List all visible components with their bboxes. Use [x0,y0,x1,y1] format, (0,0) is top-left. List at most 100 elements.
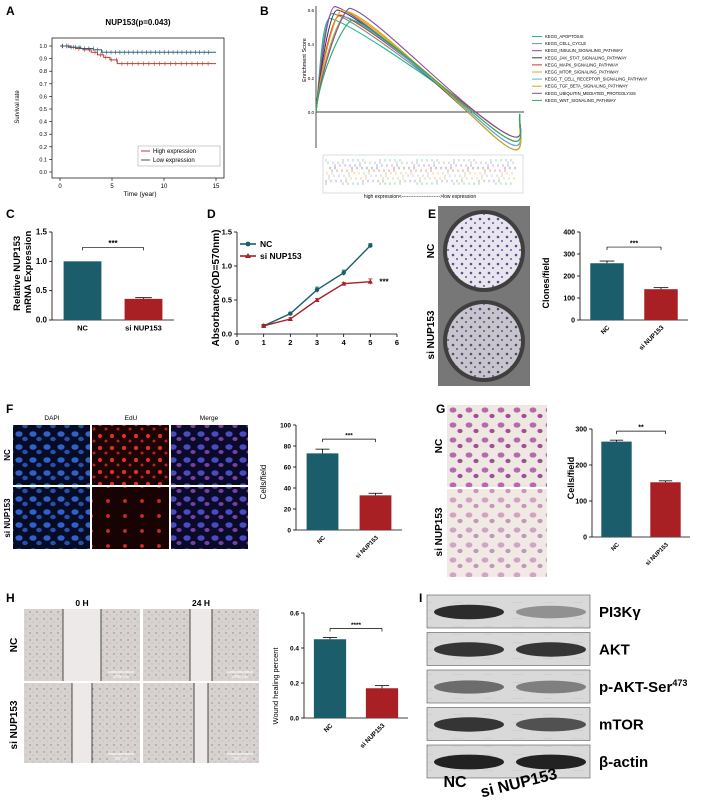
edu-ylabel: Cells/field [259,465,268,500]
gsea-tick-label: 0.4 [308,42,315,47]
y-tick-label: 0.9 [39,57,47,63]
blot-protein-label: β-actin [599,754,648,771]
y-tick-label: 0.0 [222,330,232,339]
wound-row-label-nc: NC [9,638,20,652]
bar-si-nup153 [359,495,392,530]
x-tick-label: NC [323,722,335,734]
panel-f-letter: F [6,402,13,416]
gsea-curve-kegg-mapk-signaling-pathway [315,14,522,138]
y-tick-label: 40 [284,486,292,493]
blot-band [434,680,504,694]
x-tick-label: si NUP153 [355,535,380,560]
edu-row-label-si: si NUP153 [3,498,12,538]
bar-nc [306,453,339,530]
transwell-image-nc [447,405,547,487]
significance-label: *** [108,239,118,248]
bar-nc [601,441,632,537]
panel-d-mtt-line-chart: D Absorbance(OD=570nm) 0.0 0.5 1.0 1.5 0 1 2 3 4… [207,207,399,347]
gsea-ylabel: Enrichment Score [302,38,308,82]
gsea-legend-label: KEGG_T_CELL_RECEPTOR_SIGNALING_PATHWAY [545,77,648,82]
panel-c-letter: C [6,207,15,221]
mtt-point-si [314,297,320,302]
blot-protein-label: mTOR [599,717,644,734]
mtt-point-nc [368,243,373,248]
legend-si-marker [245,253,251,258]
y-tick-label: 0.4 [39,120,47,126]
x-tick-label: 5 [368,338,372,347]
wound-gap [190,609,212,681]
legend-low-label: Low expression [153,158,195,164]
wound-gap [194,683,208,763]
significance-label: **** [351,622,362,629]
blot-band [516,642,586,657]
significance-label: ** [638,425,644,432]
x-tick-label: NC [317,535,328,546]
y-tick-label: 200 [563,274,575,281]
gsea-curve-kegg-mtor-signaling-pathway [315,9,522,142]
edu-col-label-merge: Merge [200,415,219,422]
mtt-legend: NC si NUP153 [240,239,302,261]
colony-dish-si [447,304,521,378]
x-tick-label: 1 [262,338,266,347]
mtt-point-nc [341,270,346,275]
panel-b-letter: B [260,4,269,18]
legend-si-label: si NUP153 [260,251,302,261]
x-tick-label: si NUP153 [359,722,387,750]
y-tick-label: 100 [280,423,291,430]
colony-row-label-nc: NC [426,244,437,258]
y-tick-label: 1.5 [222,228,232,237]
mtt-point-si [367,279,373,284]
y-tick-label: 1.5 [36,228,48,237]
y-tick-label: 0.0 [39,170,47,176]
scale-bar-label: 1000 μm [113,756,130,761]
significance-label: *** [345,433,353,440]
panel-f-edu-staining: F DAPI EdU Merge NC si NUP153 Cells/fiel… [3,402,402,560]
bar-si-nup153 [365,688,399,718]
panel-b-gsea-plot: B Enrichment Score 0.6 0.4 0.2 0.0 high exp… [260,4,648,200]
y-tick-label: 1.0 [222,262,232,271]
wound-ylabel: Wound healing percent [271,647,280,725]
blot-protein-label: p-AKT-Ser473 [599,678,687,696]
gsea-curve-kegg-cell-cycle [315,12,522,142]
bar-si-nup153 [650,482,681,537]
x-tick-label: 15 [213,184,220,190]
panel-g-letter: G [436,402,445,416]
transwell-image-si [447,489,547,577]
y-tick-label: 0 [583,535,587,542]
panel-e-colony-formation: E NC si NUP153 Clones/field 0 100 200 300 40… [426,206,688,386]
legend-nc-marker [245,241,251,247]
x-tick-label: 2 [288,338,292,347]
y-tick-label: 0.5 [222,296,232,305]
panel-d-letter: D [207,207,216,221]
edu-image-edu-si [92,487,169,549]
y-tick-label: 0.2 [39,145,47,151]
y-tick-label: 200 [575,463,587,470]
bar-nc [590,263,624,320]
x-tick-label: NC [611,542,622,553]
wound-col-label-0h: 0 H [75,598,88,608]
gsea-curve-kegg-ubiquitin-mediated-proteolysis [315,7,522,138]
y-tick-label: 80 [284,444,292,451]
significance-label: *** [630,241,638,248]
survival-ylabel: Survival rate [15,90,21,124]
wound-row-label-si: si NUP153 [9,700,20,749]
mrna-ylabel: Relative NUP153 mRNA Expression [12,231,34,314]
gsea-legend-label: KEGG_UBIQUITIN_MEDIATED_PROTEOLYSIS [545,91,636,96]
survival-plot-frame [51,37,225,179]
blot-protein-label: PI3Kγ [599,604,641,621]
blot-band [516,680,586,694]
mtt-point-nc [314,287,320,292]
blot-band [516,717,586,732]
mtt-point-si [261,323,267,328]
y-tick-label: 0.6 [39,94,47,100]
gsea-legend-label: KEGG_APOPTOSIS [545,34,584,39]
mtt-significance-label: *** [379,278,389,287]
mtt-point-si [287,316,293,322]
blot-band [516,754,586,770]
mrna-ylabel-line1: Relative NUP153 [12,236,23,311]
y-tick-label: 0.0 [36,316,48,325]
gsea-hit-strip [322,154,524,194]
mtt-point-si [341,281,347,286]
